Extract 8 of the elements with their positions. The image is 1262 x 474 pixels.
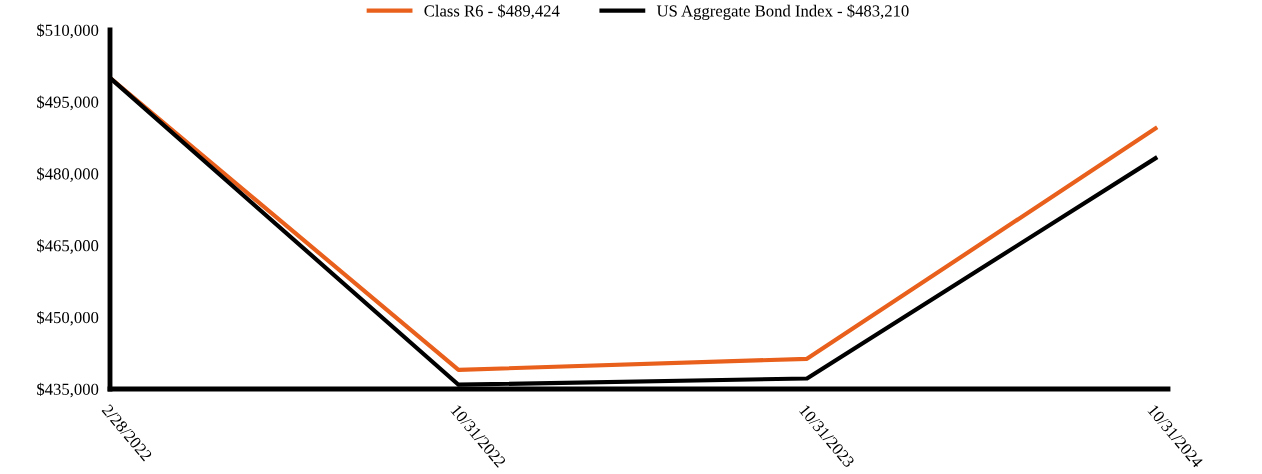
y-tick-label: $480,000 [37,167,99,182]
legend-label: US Aggregate Bond Index - $483,210 [656,4,909,20]
y-tick-label: $450,000 [37,310,99,326]
y-tick-label: $510,000 [37,23,99,39]
y-tick-label: $495,000 [37,95,99,111]
y-tick-label: $465,000 [37,239,99,254]
legend-label: Class R6 - $489,424 [424,4,560,19]
y-tick-label: $435,000 [37,382,99,398]
